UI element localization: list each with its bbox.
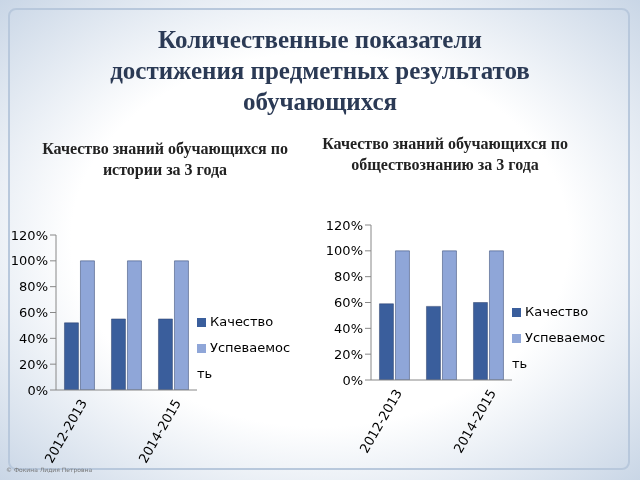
html-text:Успеваемость: Успеваемость: [197, 339, 291, 381]
svg-text:100%: 100%: [11, 253, 48, 268]
svg-text:120%: 120%: [11, 228, 48, 243]
html-text:Успеваемость: Успеваемость: [512, 329, 606, 371]
svg-text:40%: 40%: [334, 321, 363, 336]
svg-text:2014-2015: 2014-2015: [451, 387, 499, 456]
svg-text:100%: 100%: [326, 243, 363, 258]
svg-text:2014-2015: 2014-2015: [136, 397, 184, 466]
html-text:Качество знаний обучающихся по: Качество знаний обучающихся по истории з…: [42, 140, 288, 178]
svg-text:0%: 0%: [342, 373, 363, 388]
html-text:Количественные показатели дост: Количественные показатели достижения пре…: [110, 26, 530, 115]
svg-text:20%: 20%: [334, 347, 363, 362]
html-text:© Фокина Лидия Петровна: © Фокина Лидия Петровна: [6, 466, 93, 473]
svg-text:2012-2013: 2012-2013: [42, 397, 90, 466]
html-text:Качество: Качество: [210, 313, 274, 329]
svg-text:40%: 40%: [19, 331, 48, 346]
html-text:Качество знаний обучающихся по: Качество знаний обучающихся по обществоз…: [322, 135, 568, 173]
svg-text:80%: 80%: [334, 269, 363, 284]
svg-text:60%: 60%: [19, 305, 48, 320]
svg-text:120%: 120%: [326, 218, 363, 233]
html-text:Качество: Качество: [525, 303, 589, 319]
svg-text:80%: 80%: [19, 279, 48, 294]
svg-text:2012-2013: 2012-2013: [357, 387, 405, 456]
svg-text:20%: 20%: [19, 357, 48, 372]
svg-text:0%: 0%: [27, 383, 48, 398]
svg-text:60%: 60%: [334, 295, 363, 310]
